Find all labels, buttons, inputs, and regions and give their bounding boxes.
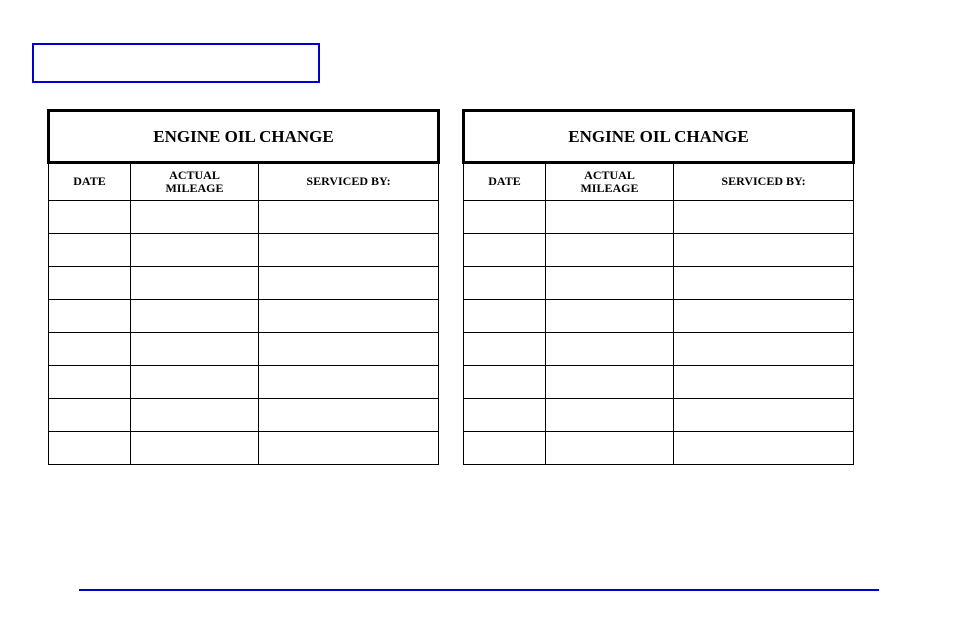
tables-container: ENGINE OIL CHANGE DATE ACTUALMILEAGE SER… [47,109,855,465]
table-cell [464,333,546,366]
table-cell [49,300,131,333]
table-row [49,300,439,333]
table-cell [49,333,131,366]
table-row [49,366,439,399]
table-header-row: DATE ACTUALMILEAGE SERVICED BY: [49,163,439,201]
table-cell [464,267,546,300]
table-cell [674,432,854,465]
table-cell [674,366,854,399]
table-cell [131,432,259,465]
table-row [49,432,439,465]
table-cell [259,366,439,399]
table-cell [546,333,674,366]
table-cell [546,432,674,465]
table-cell [131,300,259,333]
table-cell [464,300,546,333]
table-row [49,399,439,432]
table-row [464,300,854,333]
table-cell [49,234,131,267]
table-cell [464,234,546,267]
col-header-date: DATE [49,163,131,201]
table-cell [674,300,854,333]
footer-rule [79,589,879,591]
table-cell [49,366,131,399]
table-cell [546,366,674,399]
table-row [49,267,439,300]
table-cell [259,333,439,366]
table-header-row: DATE ACTUALMILEAGE SERVICED BY: [464,163,854,201]
table-row [464,267,854,300]
table-cell [131,333,259,366]
table-title-text: ENGINE OIL CHANGE [153,127,333,146]
table-row [464,366,854,399]
table-cell [674,201,854,234]
table-cell [464,201,546,234]
table-row [49,201,439,234]
table-cell [131,366,259,399]
table-row [464,399,854,432]
col-header-mileage: ACTUALMILEAGE [546,163,674,201]
table-cell [49,399,131,432]
table-cell [259,432,439,465]
oil-change-table-right: ENGINE OIL CHANGE DATE ACTUALMILEAGE SER… [462,109,855,465]
table-cell [259,300,439,333]
col-header-serviced: SERVICED BY: [259,163,439,201]
table-cell [546,399,674,432]
table-row [464,432,854,465]
table-cell [259,201,439,234]
table-row [464,333,854,366]
table-body-left [49,201,439,465]
table-cell [49,432,131,465]
col-header-date: DATE [464,163,546,201]
table-row [464,234,854,267]
table-cell [259,267,439,300]
table-cell [674,333,854,366]
table-cell [464,432,546,465]
table-cell [674,234,854,267]
table-cell [674,399,854,432]
table-cell [674,267,854,300]
table-row [49,234,439,267]
table-cell [546,201,674,234]
table-row [464,201,854,234]
table-row [49,333,439,366]
table-cell [131,399,259,432]
table-cell [259,234,439,267]
table-cell [464,366,546,399]
blue-callout-box [32,43,320,83]
col-header-serviced: SERVICED BY: [674,163,854,201]
table-body-right [464,201,854,465]
table-cell [546,267,674,300]
table-cell [259,399,439,432]
table-cell [131,267,259,300]
oil-change-table-left: ENGINE OIL CHANGE DATE ACTUALMILEAGE SER… [47,109,440,465]
table-cell [49,201,131,234]
table-title-text: ENGINE OIL CHANGE [568,127,748,146]
table-cell [131,201,259,234]
table-cell [131,234,259,267]
table-title: ENGINE OIL CHANGE [49,111,439,163]
table-cell [49,267,131,300]
table-cell [546,234,674,267]
col-header-mileage: ACTUALMILEAGE [131,163,259,201]
table-cell [464,399,546,432]
table-cell [546,300,674,333]
table-title: ENGINE OIL CHANGE [464,111,854,163]
